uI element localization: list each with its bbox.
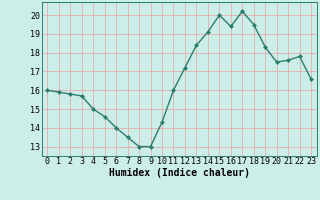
- X-axis label: Humidex (Indice chaleur): Humidex (Indice chaleur): [109, 168, 250, 178]
